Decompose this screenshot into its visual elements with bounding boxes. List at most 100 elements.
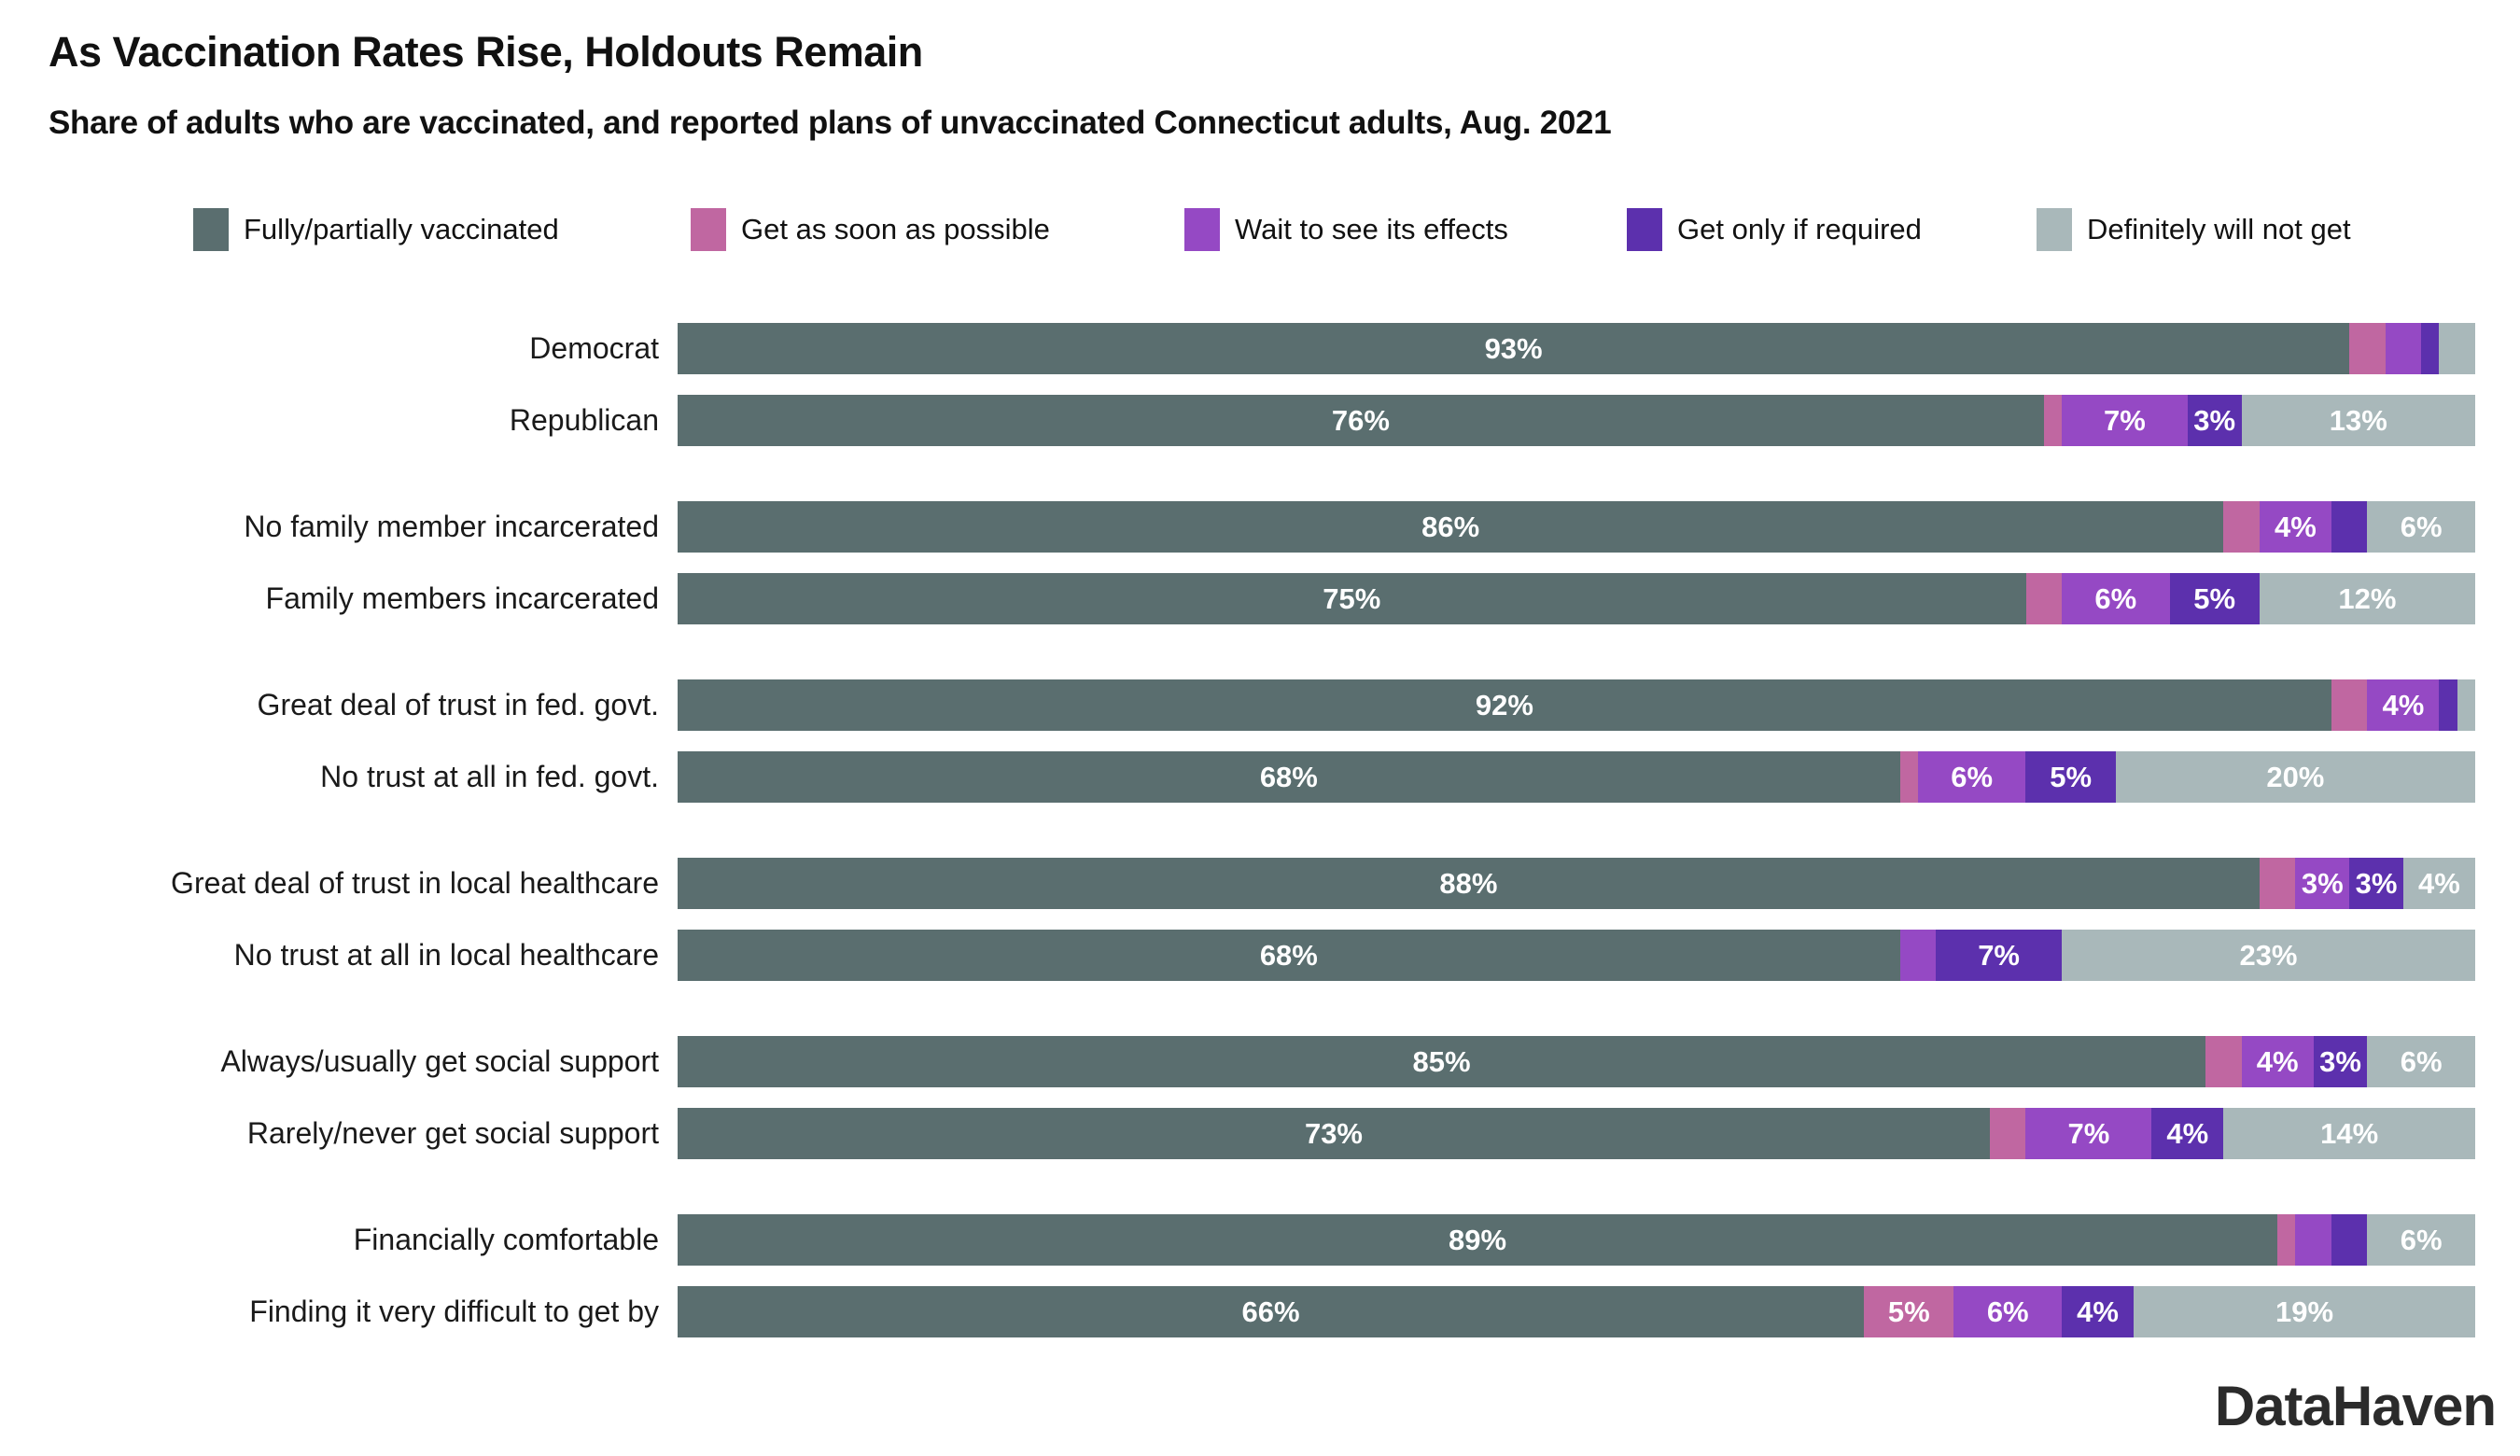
bar-segment: 93%	[678, 323, 2350, 374]
segment-label: 89%	[1449, 1223, 1507, 1256]
chart-row: Family members incarcerated 75% 6% 5% 12%	[0, 573, 2520, 624]
bar-segment	[1989, 1108, 2026, 1159]
legend-item: Get as soon as possible	[691, 207, 1050, 252]
bar-segment: 68%	[678, 751, 1900, 803]
row-label: No trust at all in local healthcare	[233, 938, 659, 972]
segment-label: 5%	[2193, 581, 2236, 615]
bar: 68% 6% 5% 20%	[678, 751, 2475, 803]
bar-segment: 3%	[2313, 1036, 2368, 1087]
bar-segment: 5%	[2169, 573, 2260, 624]
row-label: No family member incarcerated	[244, 510, 659, 543]
bar-segment: 23%	[2062, 930, 2475, 981]
chart-row: Great deal of trust in fed. govt. 92% 4%	[0, 679, 2520, 731]
chart-row: Great deal of trust in local healthcare 8…	[0, 858, 2520, 909]
bar-segment: 73%	[678, 1108, 1990, 1159]
segment-label: 7%	[2104, 403, 2146, 437]
segment-label: 7%	[2067, 1116, 2110, 1150]
bar: 76% 7% 3% 13%	[678, 395, 2475, 446]
legend-swatch-icon	[2037, 208, 2072, 251]
bar-segment	[2331, 501, 2368, 553]
row-label: Great deal of trust in fed. govt.	[257, 688, 659, 721]
segment-label: 6%	[1986, 1295, 2029, 1328]
chart-row: No family member incarcerated 86% 4% 6%	[0, 501, 2520, 553]
bar: 73% 7% 4% 14%	[678, 1108, 2475, 1159]
bar-segment	[2223, 501, 2260, 553]
bar-segment	[2025, 573, 2063, 624]
segment-label: 23%	[2239, 938, 2298, 972]
bar-segment: 6%	[1953, 1286, 2062, 1337]
legend-label: Fully/partially vaccinated	[244, 213, 559, 245]
row-label: Family members incarcerated	[265, 581, 659, 615]
legend-swatch-icon	[691, 208, 726, 251]
segment-label: 6%	[1951, 760, 1994, 793]
segment-label: 3%	[2319, 1044, 2361, 1078]
bar-segment: 88%	[678, 858, 2260, 909]
row-label: Financially comfortable	[353, 1223, 659, 1256]
bar-segment: 75%	[678, 573, 2026, 624]
chart-row: Financially comfortable 89% 6%	[0, 1214, 2520, 1266]
bar-segment	[2349, 323, 2386, 374]
bar-segment: 7%	[1936, 930, 2062, 981]
segment-label: 12%	[2338, 581, 2397, 615]
segment-label: 5%	[2050, 760, 2093, 793]
row-label: Great deal of trust in local healthcare	[171, 866, 659, 900]
bar: 89% 6%	[678, 1214, 2475, 1266]
legend-label: Get as soon as possible	[741, 213, 1050, 245]
legend-item: Get only if required	[1627, 207, 1922, 252]
segment-label: 4%	[2274, 510, 2317, 543]
chart-row: Democrat 93%	[0, 323, 2520, 374]
bar: 66% 5% 6% 4% 19%	[678, 1286, 2475, 1337]
bar-segment: 12%	[2259, 573, 2475, 624]
segment-label: 85%	[1412, 1044, 1471, 1078]
segment-label: 66%	[1241, 1295, 1300, 1328]
bar-segment: 76%	[678, 395, 2044, 446]
bar-segment	[2205, 1036, 2242, 1087]
datahaven-logo: DataHaven	[2214, 1375, 2497, 1437]
bar-segment	[2259, 858, 2296, 909]
bar-segment: 92%	[678, 679, 2331, 731]
bar-segment: 68%	[678, 930, 1900, 981]
bar-segment: 4%	[2062, 1286, 2135, 1337]
segment-label: 6%	[2400, 1044, 2443, 1078]
segment-label: 73%	[1304, 1116, 1363, 1150]
segment-label: 68%	[1259, 760, 1318, 793]
bar-segment	[2043, 395, 2062, 446]
segment-label: 75%	[1323, 581, 1381, 615]
legend-item: Wait to see its effects	[1184, 207, 1508, 252]
bar-segment	[2385, 323, 2422, 374]
bar-segment: 6%	[2367, 1036, 2475, 1087]
bar-segment: 4%	[2241, 1036, 2314, 1087]
segment-label: 6%	[2094, 581, 2137, 615]
chart-row: Finding it very difficult to get by 66% 5%…	[0, 1286, 2520, 1337]
segment-label: 6%	[2400, 510, 2443, 543]
bar-segment	[2457, 679, 2475, 731]
chart-row: Republican 76% 7% 3% 13%	[0, 395, 2520, 446]
bar-segment: 66%	[678, 1286, 1865, 1337]
bar-segment: 14%	[2223, 1108, 2475, 1159]
bar-segment: 20%	[2115, 751, 2475, 803]
row-label: Republican	[509, 403, 659, 437]
chart-subtitle: Share of adults who are vaccinated, and …	[49, 105, 1612, 141]
legend-swatch-icon	[1627, 208, 1662, 251]
segment-label: 19%	[2275, 1295, 2334, 1328]
legend-item: Fully/partially vaccinated	[193, 207, 559, 252]
chart-title: As Vaccination Rates Rise, Holdouts Rema…	[49, 28, 923, 76]
bar-segment: 4%	[2151, 1108, 2224, 1159]
bar-segment: 4%	[2259, 501, 2331, 553]
bar-segment: 6%	[2062, 573, 2170, 624]
segment-label: 7%	[1978, 938, 2020, 972]
bar: 68% 7% 23%	[678, 930, 2475, 981]
segment-label: 20%	[2266, 760, 2325, 793]
segment-label: 4%	[2077, 1295, 2119, 1328]
segment-label: 4%	[2256, 1044, 2299, 1078]
segment-label: 3%	[2193, 403, 2236, 437]
segment-label: 76%	[1331, 403, 1390, 437]
segment-label: 88%	[1439, 866, 1498, 900]
bar-segment: 6%	[1917, 751, 2026, 803]
bar-segment: 4%	[2367, 679, 2440, 731]
segment-label: 14%	[2320, 1116, 2379, 1150]
segment-label: 4%	[2418, 866, 2460, 900]
bar-segment	[2295, 1214, 2331, 1266]
segment-label: 93%	[1484, 331, 1543, 365]
